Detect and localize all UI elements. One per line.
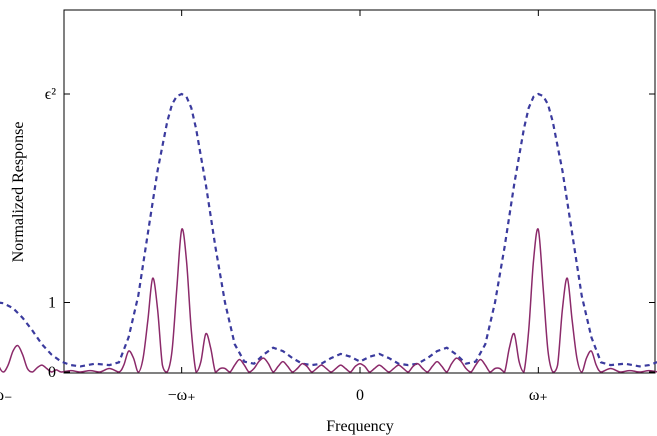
series-layer [0, 92, 657, 373]
y-axis-label: Normalized Response [10, 122, 27, 263]
y-tick-label: 0 [48, 364, 56, 381]
x-tick-label: 0 [356, 387, 364, 404]
x-tick-label: ω₊ [529, 387, 548, 404]
x-tick-label: −ω₊ [168, 387, 196, 404]
plot-frame [63, 9, 656, 374]
y-tick-label: 1 [48, 295, 56, 312]
x-axis-label: Frequency [326, 418, 394, 435]
series-solid-line [0, 228, 657, 373]
series-dashed-line [0, 92, 657, 368]
y-tick-label: ϵ² [45, 86, 56, 103]
x-tick-label: −ω₋ [0, 387, 13, 404]
